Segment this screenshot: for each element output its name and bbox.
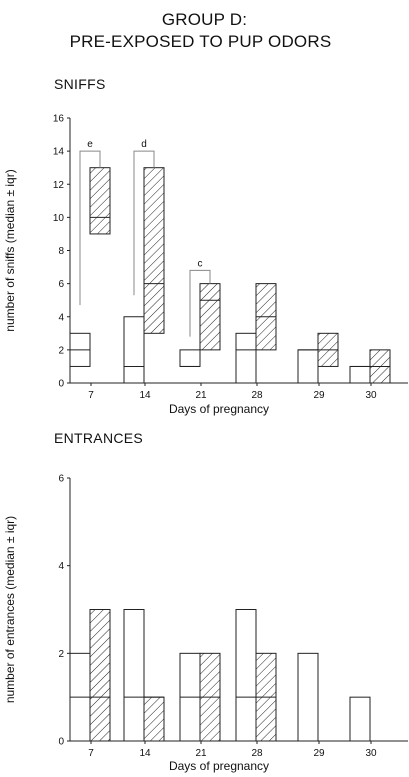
figure-title-line2: PRE-EXPOSED TO PUP ODORS xyxy=(69,32,332,51)
entrances-chart-title: ENTRANCES xyxy=(54,430,144,446)
sniffs-open-box-21 xyxy=(179,349,201,367)
entrances-xtick-label: 30 xyxy=(365,748,377,759)
sniffs-xtick-label: 21 xyxy=(195,390,207,401)
sniffs-xtick-label: 30 xyxy=(365,390,377,401)
sniffs-significance-label-c: c xyxy=(198,258,203,269)
sniffs-ytick-label: 12 xyxy=(53,180,65,191)
entrances-ytick-label: 0 xyxy=(58,737,64,748)
sniffs-x-axis-title: Days of pregnancy xyxy=(169,402,269,416)
entrances-xtick-label: 29 xyxy=(313,748,325,759)
sniffs-ytick-label: 0 xyxy=(58,379,64,390)
entrances-ytick-label: 4 xyxy=(58,561,64,572)
entrances-open-box-28 xyxy=(235,609,257,742)
sniffs-open-box-30 xyxy=(349,365,371,384)
figure-title-line1: GROUP D: xyxy=(161,10,248,29)
sniffs-ytick-label: 4 xyxy=(58,312,64,323)
sniffs-open-box-29 xyxy=(297,349,319,384)
sniffs-chart-title: SNIFFS xyxy=(54,76,106,92)
sniffs-hatched-box-7 xyxy=(89,167,111,235)
sniffs-significance-label-d: d xyxy=(141,139,147,150)
entrances-hatched-box-7 xyxy=(89,609,111,742)
sniffs-open-box-28 xyxy=(235,332,257,384)
sniffs-open-box-14 xyxy=(123,316,145,384)
sniffs-xtick-label: 14 xyxy=(139,390,151,401)
sniffs-hatched-box-14 xyxy=(143,167,165,334)
entrances-xtick-label: 28 xyxy=(251,748,263,759)
entrances-xtick-label: 21 xyxy=(195,748,207,759)
sniffs-xtick-label: 28 xyxy=(251,390,263,401)
entrances-xtick-label: 14 xyxy=(139,748,151,759)
sniffs-ytick-label: 10 xyxy=(53,213,65,224)
entrances-xtick-label: 7 xyxy=(88,748,94,759)
sniffs-hatched-box-21 xyxy=(199,283,221,351)
sniffs-significance-bracket-c xyxy=(189,269,211,337)
sniffs-significance-label-e: e xyxy=(87,139,93,150)
entrances-ytick-label: 6 xyxy=(58,474,64,485)
sniffs-ytick-label: 6 xyxy=(58,279,64,290)
sniffs-significance-bracket-d xyxy=(133,150,155,296)
sniffs-significance-bracket-e xyxy=(79,150,101,306)
sniffs-ytick-label: 2 xyxy=(58,345,64,356)
entrances-ytick-label: 2 xyxy=(58,649,64,660)
sniffs-y-axis-title: number of sniffs (median ± iqr) xyxy=(3,169,17,331)
entrances-x-axis-title: Days of pregnancy xyxy=(169,759,269,773)
entrances-hatched-box-14 xyxy=(143,696,165,742)
sniffs-ytick-label: 8 xyxy=(58,246,64,257)
sniffs-xtick-label: 7 xyxy=(88,390,94,401)
entrances-open-box-30 xyxy=(349,696,371,742)
sniffs-ytick-label: 14 xyxy=(53,147,65,158)
entrances-open-box-14 xyxy=(123,609,145,742)
sniffs-ytick-label: 16 xyxy=(53,114,65,125)
entrances-open-box-29 xyxy=(297,652,319,742)
entrances-y-axis-title: number of entrances (median ± iqr) xyxy=(3,516,17,703)
sniffs-xtick-label: 29 xyxy=(313,390,325,401)
